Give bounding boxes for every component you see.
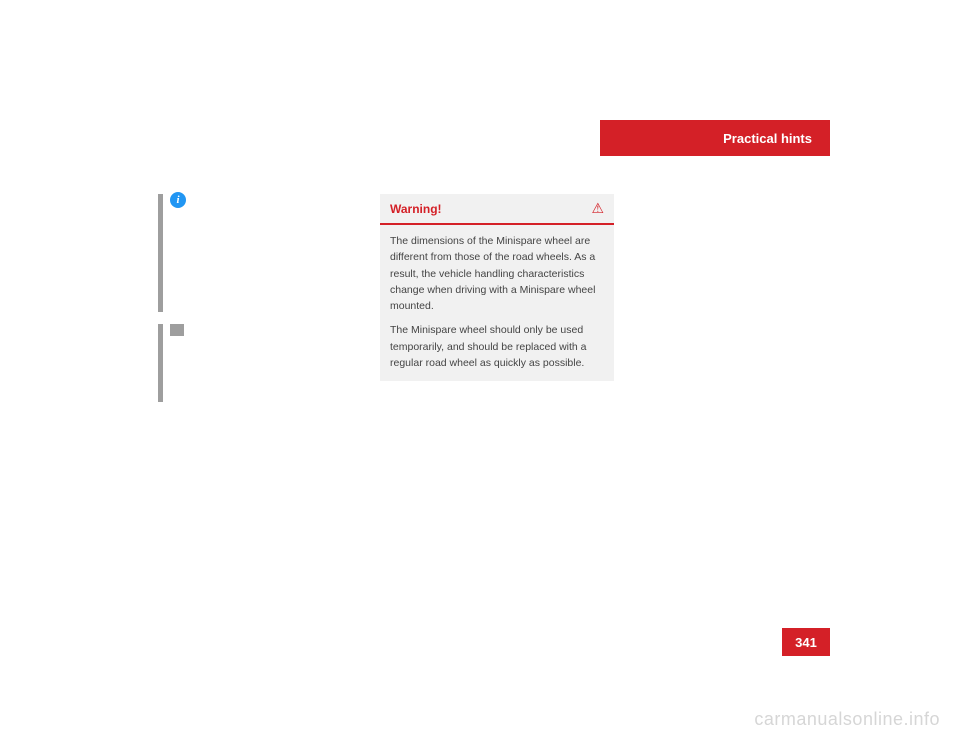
header-tab: Practical hints	[600, 120, 830, 156]
warning-paragraph: The Minispare wheel should only be used …	[390, 322, 604, 371]
warning-header: Warning! ⚠	[380, 194, 614, 225]
info-icon: i	[170, 192, 186, 208]
header-tab-label: Practical hints	[723, 131, 812, 146]
warning-paragraph: The dimensions of the Minispare wheel ar…	[390, 233, 604, 314]
info-icon-glyph: i	[176, 194, 179, 206]
note-bar	[158, 324, 163, 402]
warning-icon: ⚠	[591, 200, 604, 217]
watermark: carmanualsonline.info	[754, 709, 940, 730]
warning-body: The dimensions of the Minispare wheel ar…	[380, 225, 614, 381]
page-number-badge: 341	[782, 628, 830, 656]
warning-box: Warning! ⚠ The dimensions of the Minispa…	[380, 194, 614, 381]
page-number: 341	[795, 635, 817, 650]
note-icon	[170, 324, 184, 336]
warning-title: Warning!	[390, 202, 442, 216]
note-bar	[158, 194, 163, 312]
